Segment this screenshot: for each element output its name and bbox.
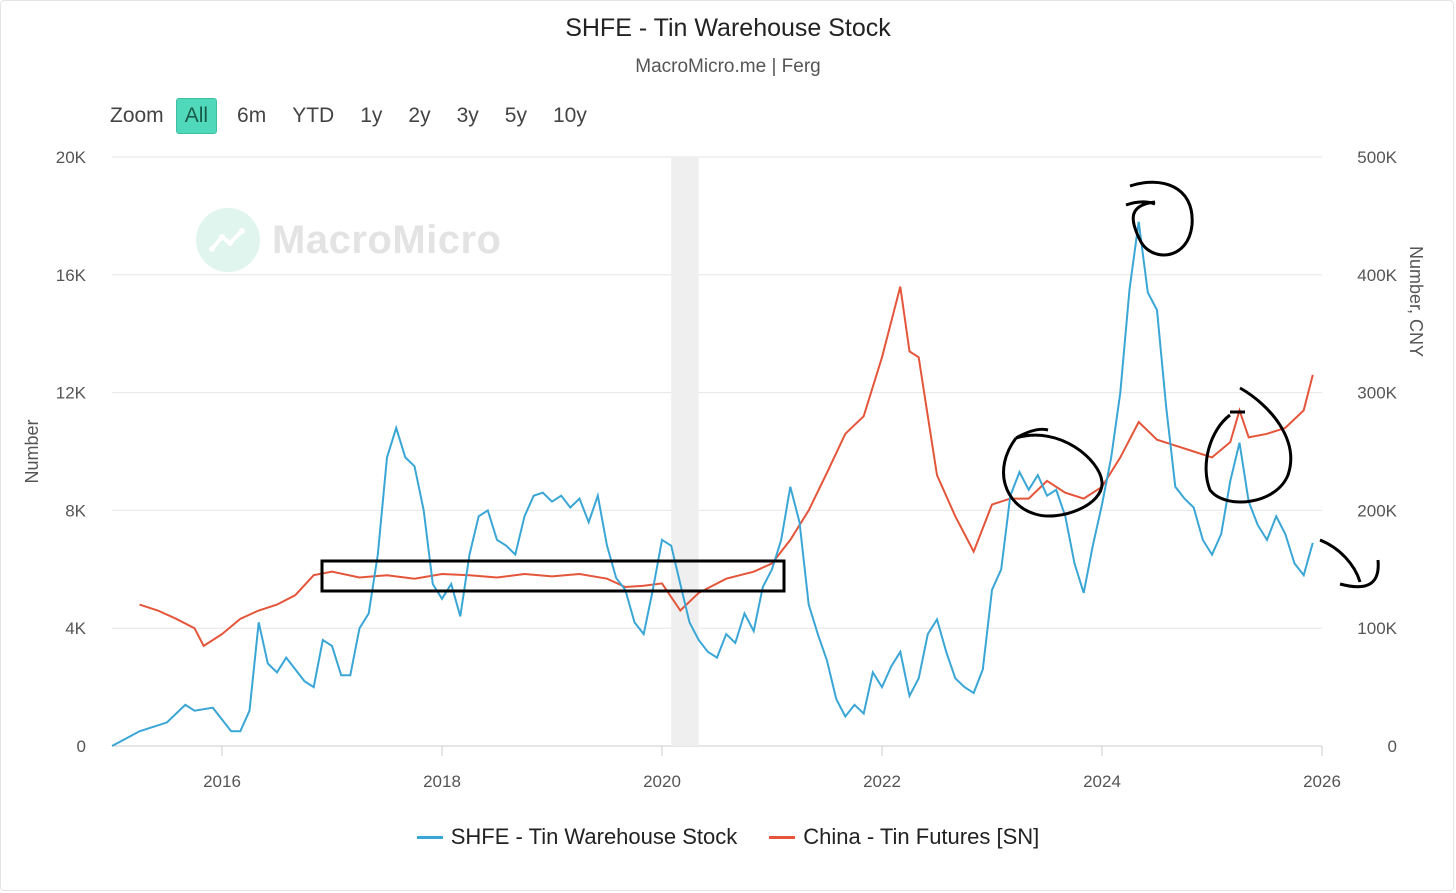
x-tick-label: 2018 <box>423 772 461 791</box>
x-tick-label: 2026 <box>1303 772 1341 791</box>
watermark-text: MacroMicro <box>272 217 502 262</box>
series-line-futures[interactable] <box>139 286 1314 648</box>
series-line-stock[interactable] <box>111 221 1314 747</box>
right-tick-label: 500K <box>1357 148 1397 167</box>
zoom-2y-button[interactable]: 2y <box>408 104 431 127</box>
left-tick-label: 20K <box>56 148 87 167</box>
right-axis-ticks: 0 100K 200K 300K 400K 500K <box>1357 148 1397 756</box>
legend-item-stock[interactable]: SHFE - Tin Warehouse Stock <box>416 824 738 850</box>
x-tick-label: 2024 <box>1083 772 1121 791</box>
annotation-arrow-2026 <box>1319 538 1380 589</box>
zoom-5y-button[interactable]: 5y <box>504 104 527 127</box>
chart-subtitle: MacroMicro.me | Ferg <box>635 56 821 77</box>
zoom-10y-button[interactable]: 10y <box>552 104 587 127</box>
annotation-box <box>320 559 786 593</box>
left-axis-ticks: 0 4K 8K 12K 16K 20K <box>56 148 87 756</box>
grid-lines <box>112 156 1322 747</box>
right-tick-label: 400K <box>1357 266 1397 285</box>
right-axis-title: Number, CNY <box>1406 246 1426 357</box>
annotation-circle-2024-peak <box>1125 180 1194 257</box>
watermark: MacroMicro <box>196 208 502 272</box>
legend-label-futures: China - Tin Futures [SN] <box>803 824 1040 849</box>
left-tick-label: 4K <box>65 619 86 638</box>
left-tick-label: 0 <box>77 737 86 756</box>
watermark-logo-icon <box>196 208 260 272</box>
right-tick-label: 200K <box>1357 501 1397 520</box>
legend-swatch-futures <box>769 835 796 839</box>
right-tick-label: 0 <box>1388 737 1397 756</box>
annotation-circle-2023 <box>1002 427 1104 518</box>
zoom-bar: Zoom All 6m YTD 1y 2y 3y 5y 10y <box>110 98 607 134</box>
left-axis-title: Number <box>22 419 42 483</box>
left-tick-label: 8K <box>65 501 86 520</box>
right-tick-label: 300K <box>1357 384 1397 403</box>
zoom-1y-button[interactable]: 1y <box>360 104 383 127</box>
zoom-3y-button[interactable]: 3y <box>456 104 479 127</box>
x-tick-label: 2022 <box>863 772 901 791</box>
chart-title: SHFE - Tin Warehouse Stock <box>565 14 891 42</box>
zoom-all-button[interactable]: All <box>175 98 218 134</box>
zoom-6m-button[interactable]: 6m <box>237 104 267 127</box>
legend-label-stock: SHFE - Tin Warehouse Stock <box>450 824 738 849</box>
hand-drawn-annotations <box>320 180 1380 593</box>
annotation-circle-2025 <box>1204 386 1293 504</box>
left-tick-label: 16K <box>56 266 87 285</box>
legend-item-futures[interactable]: China - Tin Futures [SN] <box>769 824 1039 850</box>
right-tick-label: 100K <box>1357 619 1397 638</box>
chart-legend: SHFE - Tin Warehouse Stock China - Tin F… <box>0 824 1456 850</box>
left-tick-label: 12K <box>56 384 87 403</box>
x-tick-label: 2020 <box>643 772 681 791</box>
zoom-ytd-button[interactable]: YTD <box>292 104 335 127</box>
x-axis-ticks: 2016 2018 2020 2022 2024 2026 <box>203 746 1341 791</box>
shaded-period <box>671 157 699 746</box>
legend-swatch-stock <box>416 835 443 839</box>
x-tick-label: 2016 <box>203 772 241 791</box>
zoom-label: Zoom <box>110 104 164 127</box>
